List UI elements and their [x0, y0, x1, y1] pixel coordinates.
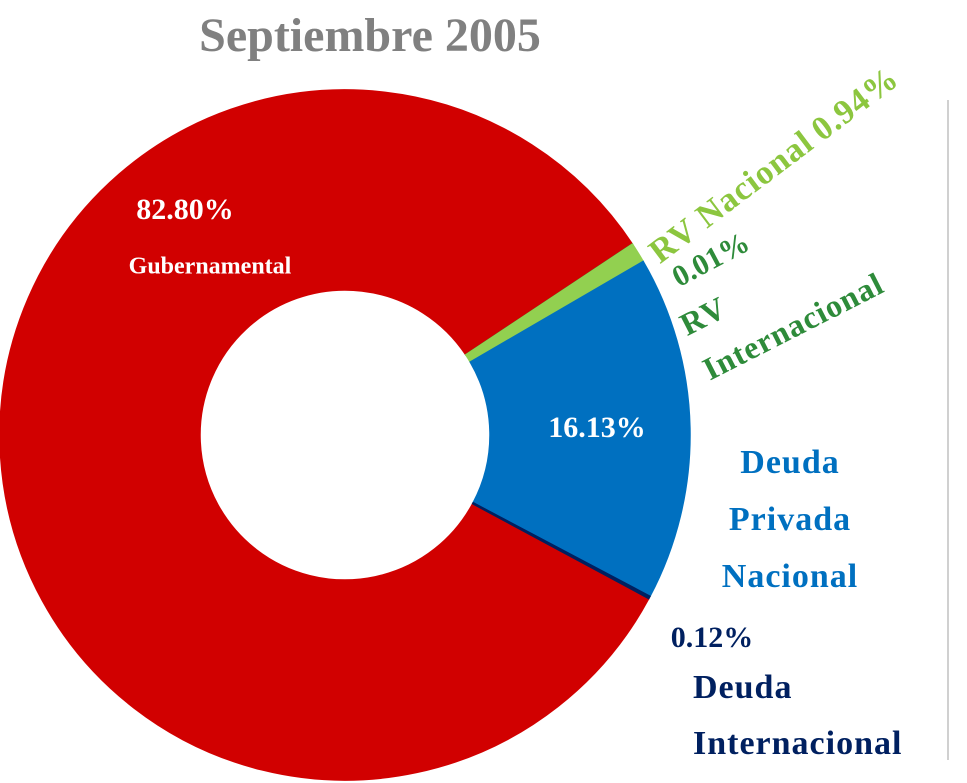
value-label: 16.13% [548, 411, 646, 444]
category-label: Deuda Privada Nacional [722, 444, 858, 595]
category-label: RV Nacional0.94% [642, 59, 905, 270]
donut-slice [0, 89, 650, 781]
value-label: 82.80% [136, 193, 234, 226]
value-label: 0.12% [671, 621, 754, 654]
donut-slice [471, 501, 652, 600]
category-label: Deuda Internacional [693, 669, 902, 762]
chart-title: Septiembre 2005 [199, 9, 541, 62]
category-label: Gubernamental [129, 254, 292, 280]
donut-slice [469, 260, 691, 598]
value-label: 0.94% [805, 59, 906, 148]
